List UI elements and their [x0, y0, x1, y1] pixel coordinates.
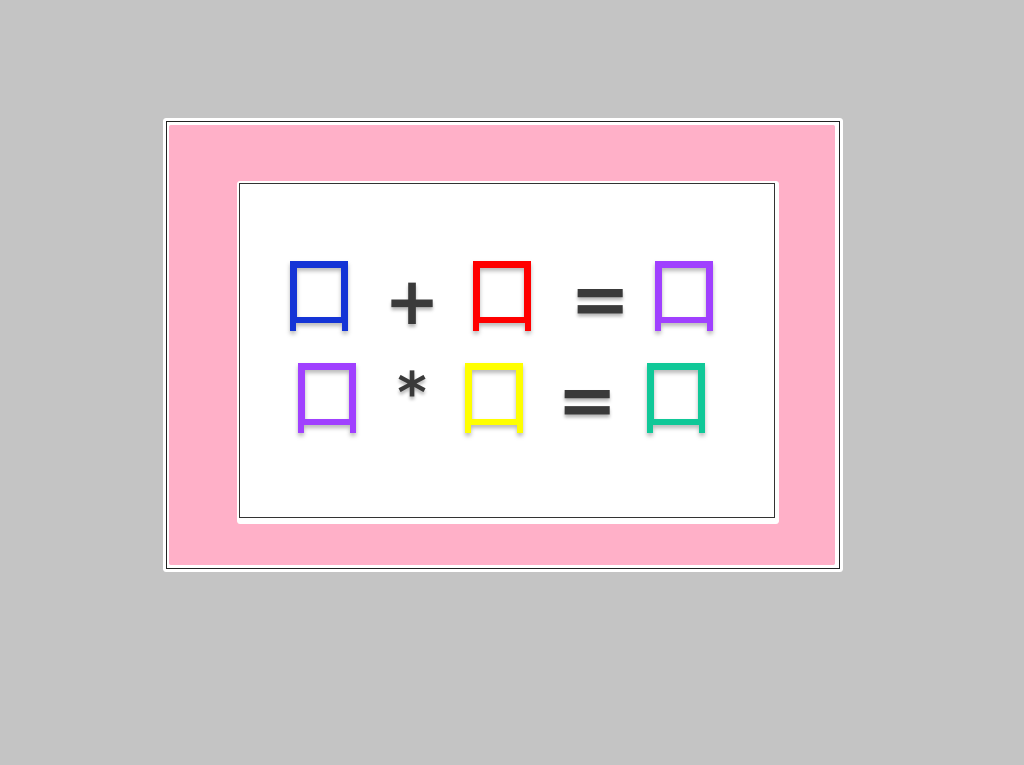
box-yellow-icon[interactable] — [465, 363, 523, 433]
puzzle-card: + = * = — [237, 181, 779, 524]
box-green-icon[interactable] — [647, 363, 705, 433]
equals-operator: = — [570, 257, 631, 341]
puzzle-frame: + = * = — [163, 118, 843, 572]
puzzle-card-border — [239, 183, 775, 518]
box-purple-icon[interactable] — [298, 363, 356, 433]
box-purple-icon[interactable] — [655, 261, 713, 331]
equals-operator: = — [557, 358, 618, 442]
pink-mat: + = * = — [169, 125, 835, 565]
multiply-operator: * — [397, 361, 427, 426]
box-blue-icon[interactable] — [290, 261, 348, 331]
box-red-icon[interactable] — [473, 261, 531, 331]
plus-operator: + — [384, 263, 440, 340]
